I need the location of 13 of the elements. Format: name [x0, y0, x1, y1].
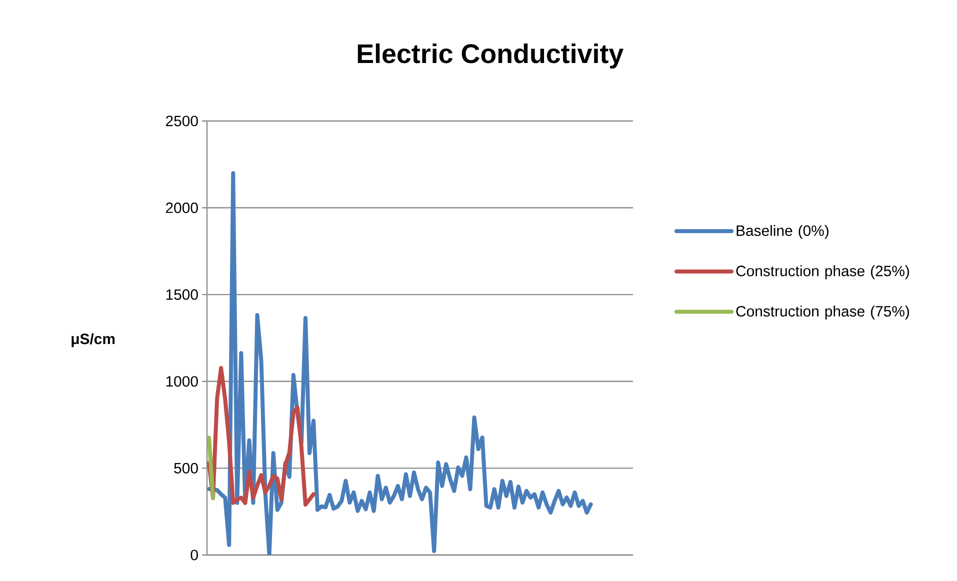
legend-label: Construction phase (75%)	[736, 306, 909, 320]
legend-label: Construction phase (25%)	[736, 265, 909, 280]
line-series	[207, 366, 316, 507]
y-tick-label: 500	[174, 462, 198, 474]
line-series	[207, 171, 593, 555]
y-tick-label: 0	[190, 550, 198, 560]
y-tick-label: 2500	[166, 116, 198, 126]
y-axis-title: μS/cm	[72, 333, 115, 348]
y-tick-label: 2000	[166, 202, 198, 214]
y-tick-label: 1000	[166, 376, 198, 387]
chart-title: Electric Conductivity	[358, 43, 624, 69]
y-tick-label: 1500	[166, 289, 198, 300]
legend-label: Baseline (0%)	[736, 224, 828, 239]
